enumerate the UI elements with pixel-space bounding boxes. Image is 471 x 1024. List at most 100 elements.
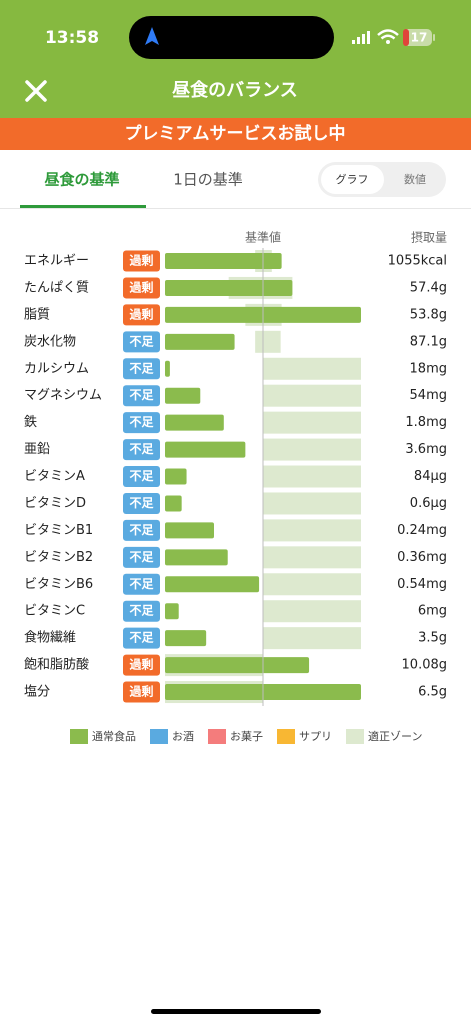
nutrient-name: ビタミンB2	[24, 550, 93, 565]
dynamic-island	[129, 16, 334, 59]
status-tag	[123, 250, 160, 272]
toggle-active	[321, 165, 384, 194]
zone	[263, 627, 361, 650]
status-text: 不足	[129, 361, 153, 375]
bar	[165, 630, 207, 647]
nutrient-name: カルシウム	[24, 361, 89, 376]
amount: 1.8mg	[405, 415, 447, 430]
bar	[165, 333, 235, 350]
header	[0, 60, 471, 118]
status-text: 過剰	[129, 253, 153, 268]
status-tag	[123, 546, 160, 568]
legend-swatch	[150, 729, 168, 744]
zone	[263, 573, 361, 596]
status-tag	[123, 304, 160, 326]
battery-body	[403, 29, 432, 46]
status-text: 過剰	[129, 306, 153, 321]
tab[interactable]: 1日の基準	[173, 171, 243, 189]
toggle-option[interactable]: 数値	[404, 173, 426, 186]
signal-icon	[352, 31, 370, 44]
legend-label: お菓子	[230, 730, 263, 743]
status-tag	[123, 492, 160, 514]
header-title: 昼食のバランス	[172, 79, 298, 101]
status-tag	[123, 385, 160, 407]
legend-label: 適正ゾーン	[368, 729, 422, 743]
zone	[263, 411, 361, 434]
amount: 57.4g	[410, 280, 447, 295]
status-text: 不足	[129, 442, 153, 456]
amount: 10.08g	[402, 658, 447, 673]
status-text: 不足	[129, 631, 153, 645]
bar	[165, 414, 224, 431]
amount: 0.54mg	[397, 577, 447, 592]
tab-active[interactable]: 昼食の基準	[43, 171, 119, 189]
zone	[263, 465, 361, 488]
banner-text: プレミアムサービスお試し中	[125, 123, 346, 144]
status-tag	[123, 654, 160, 676]
status-text: 不足	[129, 415, 153, 429]
status-text: 不足	[129, 334, 153, 348]
zone	[263, 384, 361, 407]
nutrient-name: 亜鉛	[24, 442, 50, 457]
status-text: 不足	[129, 577, 153, 591]
status-tag	[123, 573, 160, 595]
legend: 通常食品 お酒 お菓子 サプリ 適正ゾーン	[70, 729, 422, 744]
bar	[165, 468, 187, 485]
nutrient-name: 炭水化物	[24, 333, 76, 349]
status-text: 不足	[129, 388, 153, 402]
nutrient-name: エネルギー	[24, 254, 89, 269]
status-text: 過剰	[129, 684, 153, 699]
status-tag	[123, 412, 160, 434]
divider	[0, 208, 471, 209]
nutrient-name: ビタミンD	[24, 496, 86, 511]
zone	[263, 600, 361, 623]
bar	[165, 549, 228, 566]
amount: 1055kcal	[388, 254, 447, 269]
zone	[263, 519, 361, 542]
amount: 87.1g	[410, 334, 447, 349]
close-button[interactable]	[25, 80, 47, 102]
legend-label: 通常食品	[92, 730, 136, 743]
nutrient-name: ビタミンC	[24, 604, 85, 619]
nutrient-name: 飽和脂肪酸	[24, 657, 89, 673]
zone	[263, 546, 361, 569]
bar	[165, 360, 170, 377]
legend-label: サプリ	[299, 730, 332, 743]
nutrient-name: 鉄	[24, 415, 37, 430]
amount: 84µg	[414, 469, 447, 484]
location-icon	[145, 27, 159, 45]
nutrient-name: たんぱく質	[24, 279, 89, 295]
legend-swatch	[277, 729, 295, 744]
battery-text: 17	[411, 31, 428, 45]
banner[interactable]	[0, 118, 471, 150]
bar	[165, 576, 260, 593]
nutrient-name: 塩分	[24, 685, 50, 700]
zone	[263, 492, 361, 515]
bar	[165, 495, 182, 512]
amount: 0.24mg	[397, 523, 447, 538]
status-tag	[123, 277, 160, 299]
zone	[255, 330, 281, 353]
status-time: 13:58	[45, 28, 99, 48]
status-text: 不足	[129, 469, 153, 483]
zone	[263, 357, 361, 380]
amount: 6.5g	[418, 685, 447, 700]
legend-label: お酒	[172, 730, 194, 743]
status-text: 不足	[129, 550, 153, 564]
status-tag	[123, 681, 160, 703]
bar	[165, 522, 214, 539]
status-tag	[123, 519, 160, 541]
nutrient-name: 食物繊維	[24, 630, 76, 646]
status-tag	[123, 627, 160, 649]
legend-swatch	[208, 729, 226, 744]
status-text: 過剰	[129, 657, 153, 672]
amount: 54mg	[410, 388, 447, 403]
home-indicator	[151, 1009, 321, 1014]
bar	[165, 279, 293, 296]
battery-tip	[433, 34, 435, 41]
toggle-option[interactable]: グラフ	[336, 172, 369, 186]
status-tag	[123, 439, 160, 461]
wifi-icon	[377, 29, 399, 40]
